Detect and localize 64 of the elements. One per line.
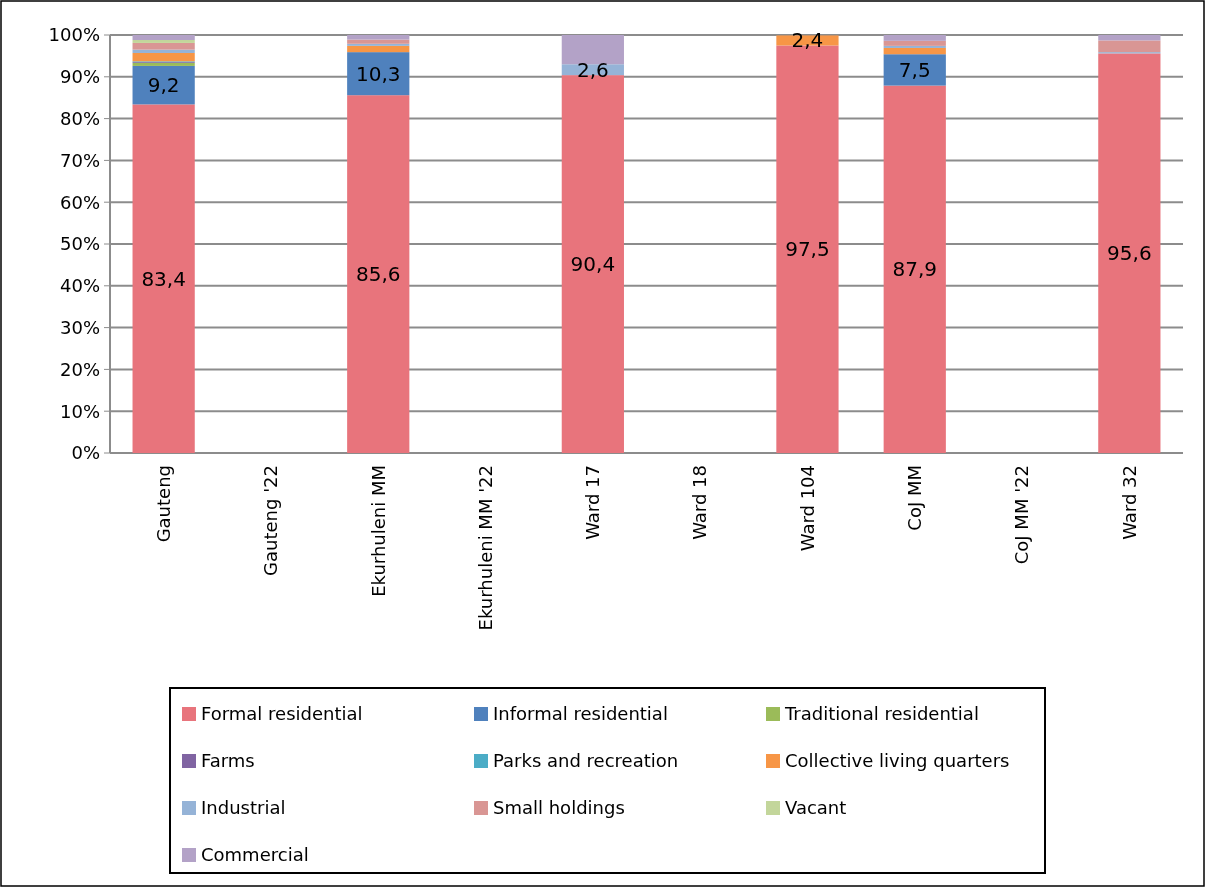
legend-label: Industrial [201, 797, 286, 819]
y-tick-label: 70% [59, 149, 100, 171]
data-label: 10,3 [355, 61, 401, 86]
legend-label: Small holdings [493, 797, 625, 819]
bar [883, 85, 946, 453]
bar [883, 54, 946, 86]
legend-label: Formal residential [201, 703, 363, 725]
bar [1098, 53, 1161, 453]
bar [132, 52, 195, 62]
data-label: 7,5 [898, 57, 931, 82]
data-label: 83,4 [141, 266, 186, 291]
y-tick-label: 0% [71, 442, 100, 464]
bar [883, 47, 946, 55]
data-label: 2,6 [576, 57, 609, 82]
legend-label: Collective living quarters [785, 750, 1010, 772]
x-tick-label: Gauteng [152, 465, 174, 543]
data-label: 97,5 [785, 237, 830, 262]
bar [347, 35, 410, 40]
data-label: 87,9 [892, 257, 938, 282]
data-label: 9,2 [147, 73, 180, 98]
bar [132, 40, 195, 43]
bar [883, 40, 946, 46]
bar [132, 42, 195, 50]
data-label: 85,6 [355, 262, 401, 287]
bar [132, 104, 195, 453]
y-tick-label: 30% [59, 316, 100, 338]
y-tick-label: 40% [59, 275, 100, 297]
legend-label: Informal residential [493, 703, 668, 725]
x-tick-label: Ekurhuleni MM '22 [474, 465, 496, 631]
y-tick-label: 20% [59, 358, 100, 380]
bar [347, 43, 410, 46]
bar [347, 52, 410, 96]
y-tick-label: 90% [59, 66, 100, 88]
bar [883, 45, 946, 48]
bar [347, 45, 410, 53]
x-tick-label: Ward 17 [582, 465, 604, 540]
x-tick-label: Ekurhuleni MM [367, 465, 389, 597]
bar [132, 65, 195, 105]
data-label: 2,4 [791, 28, 824, 53]
legend-label: Traditional residential [784, 703, 979, 725]
data-label: 95,6 [1107, 241, 1152, 266]
bar [883, 35, 946, 41]
x-tick-label: CoJ MM [904, 465, 926, 531]
bar [561, 35, 624, 65]
y-tick-label: 10% [59, 400, 100, 422]
bar [1098, 40, 1161, 53]
x-tick-label: Gauteng '22 [260, 465, 282, 576]
legend-label: Commercial [201, 844, 309, 866]
legend-label: Parks and recreation [493, 750, 679, 772]
x-tick-label: Ward 18 [689, 465, 711, 540]
x-tick-label: Ward 32 [1118, 465, 1140, 540]
x-tick-label: Ward 104 [796, 465, 818, 552]
y-tick-label: 80% [59, 107, 100, 129]
y-tick-label: 50% [59, 233, 100, 255]
bar [1098, 35, 1161, 41]
x-tick-label: CoJ MM '22 [1011, 465, 1033, 565]
legend-label: Vacant [785, 797, 847, 819]
y-tick-label: 100% [48, 24, 100, 46]
legend-label: Farms [201, 750, 255, 772]
data-label: 90,4 [570, 252, 616, 277]
bar [347, 39, 410, 44]
bar [347, 95, 410, 453]
bar [132, 35, 195, 41]
y-tick-label: 60% [59, 191, 100, 213]
